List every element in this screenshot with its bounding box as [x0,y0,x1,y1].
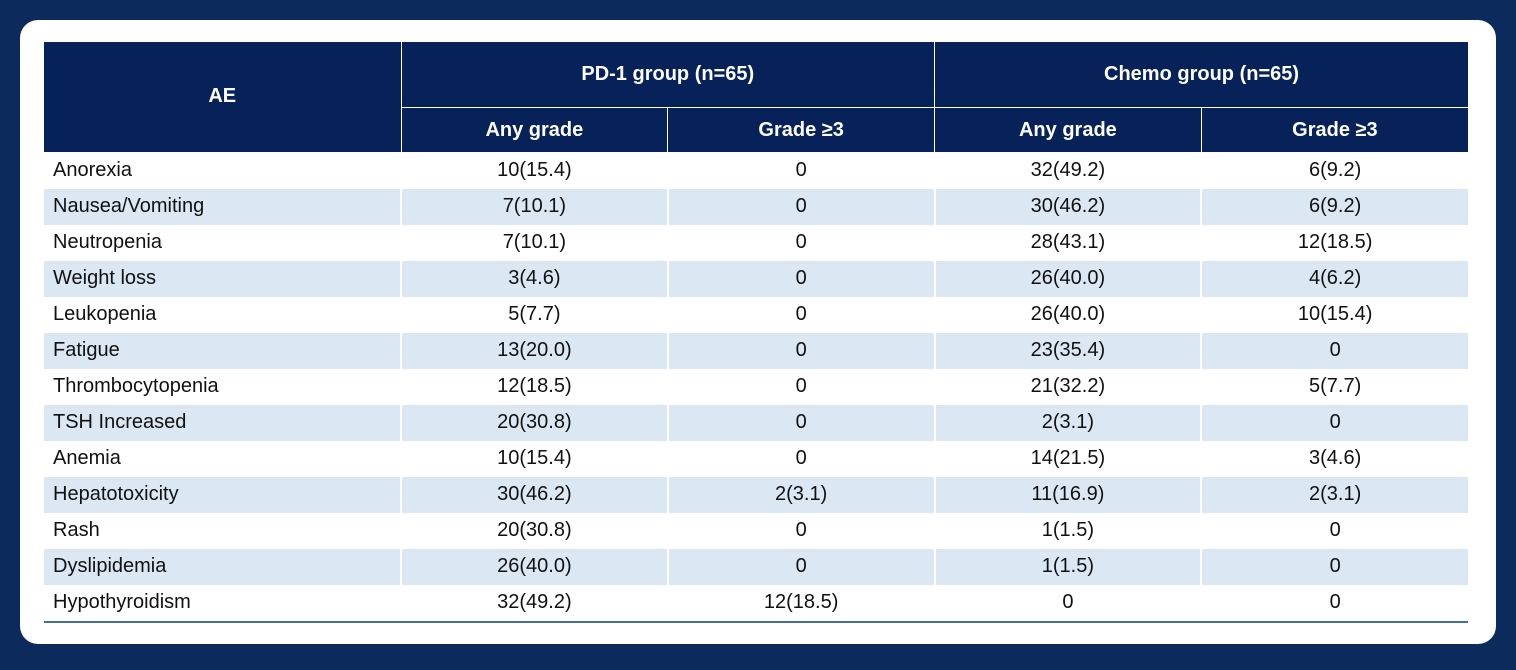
table-row: Dyslipidemia 26(40.0) 0 1(1.5) 0 [44,548,1469,585]
cell-chemo-any-grade: 11(16.9) [933,476,1202,513]
cell-pd1-any-grade: 5(7.7) [400,296,668,333]
cell-pd1-grade3: 0 [666,404,935,441]
cell-pd1-grade3: 0 [666,332,935,369]
cell-chemo-grade3: 12(18.5) [1200,224,1469,261]
cell-pd1-grade3: 0 [666,548,935,585]
cell-chemo-any-grade: 26(40.0) [933,260,1202,297]
cell-pd1-any-grade: 10(15.4) [400,440,668,477]
table-row: Anemia 10(15.4) 0 14(21.5) 3(4.6) [44,440,1469,477]
table-row: Nausea/Vomiting 7(10.1) 0 30(46.2) 6(9.2) [44,188,1469,225]
cell-pd1-any-grade: 13(20.0) [400,332,668,369]
cell-ae-name: Leukopenia [53,303,157,325]
cell-chemo-grade3: 0 [1200,548,1469,585]
header-row-grades: Any grade Grade ≥3 Any grade Grade ≥3 [44,107,1469,152]
cell-ae-name: Neutropenia [53,231,162,253]
cell-chemo-grade3: 2(3.1) [1200,476,1469,513]
cell-chemo-any-grade: 26(40.0) [933,296,1202,333]
cell-pd1-any-grade: 10(15.4) [400,152,668,189]
cell-chemo-any-grade: 1(1.5) [933,512,1202,549]
cell-chemo-any-grade: 30(46.2) [933,188,1202,225]
cell-chemo-any-grade: 2(3.1) [933,404,1202,441]
table-row: Neutropenia 7(10.1) 0 28(43.1) 12(18.5) [44,224,1469,261]
cell-ae-name: Dyslipidemia [44,548,401,585]
cell-ae-name: Anorexia [53,159,132,181]
cell-pd1-any-grade: 30(46.2) [400,476,668,513]
header-pd1-any-grade: Any grade [401,107,669,152]
header-chemo-any-grade: Any grade [934,107,1202,152]
cell-ae-name: Hepatotoxicity [44,476,401,513]
cell-pd1-grade3: 0 [666,260,935,297]
table-row: Leukopenia 5(7.7) 0 26(40.0) 10(15.4) [44,296,1469,333]
cell-chemo-grade3: 0 [1200,584,1469,623]
cell-pd1-any-grade: 20(30.8) [400,512,668,549]
header-pd1-group: PD-1 group (n=65) [400,42,936,108]
cell-chemo-any-grade: 14(21.5) [933,440,1202,477]
table-row: Rash 20(30.8) 0 1(1.5) 0 [44,512,1469,549]
table-row: Hypothyroidism 32(49.2) 12(18.5) 0 0 [44,584,1469,623]
cell-pd1-grade3: 0 [666,224,935,261]
cell-chemo-grade3: 4(6.2) [1200,260,1469,297]
cell-chemo-grade3: 6(9.2) [1200,188,1469,225]
table-row: Weight loss 3(4.6) 0 26(40.0) 4(6.2) [44,260,1469,297]
cell-chemo-grade3: 0 [1200,512,1469,549]
cell-pd1-grade3: 0 [666,368,935,405]
cell-pd1-grade3: 0 [666,512,935,549]
cell-pd1-grade3: 12(18.5) [666,584,935,623]
adverse-events-table: AE PD-1 group (n=65) Chemo group (n=65) … [44,42,1469,623]
table-row: Hepatotoxicity 30(46.2) 2(3.1) 11(16.9) 2(3.… [44,476,1469,513]
cell-chemo-grade3: 0 [1200,332,1469,369]
cell-ae-name: Rash [53,519,100,541]
cell-ae-name: Thrombocytopenia [53,375,219,397]
cell-chemo-grade3: 6(9.2) [1200,152,1469,189]
cell-pd1-any-grade: 20(30.8) [400,404,668,441]
cell-ae-name: Hypothyroidism [44,584,401,623]
cell-chemo-grade3: 0 [1200,404,1469,441]
cell-chemo-grade3: 10(15.4) [1200,296,1469,333]
cell-pd1-grade3: 0 [666,188,935,225]
cell-chemo-grade3: 3(4.6) [1200,440,1469,477]
cell-chemo-any-grade: 23(35.4) [933,332,1202,369]
table-row: TSH Increased 20(30.8) 0 2(3.1) 0 [44,404,1469,441]
cell-pd1-any-grade: 7(10.1) [400,224,668,261]
header-chemo-group: Chemo group (n=65) [934,42,1469,108]
cell-ae-name: Anemia [53,447,121,469]
cell-pd1-grade3: 2(3.1) [666,476,935,513]
cell-ae-name: Nausea/Vomiting [44,188,401,225]
cell-pd1-any-grade: 7(10.1) [400,188,668,225]
cell-pd1-grade3: 0 [666,296,935,333]
header-ae: AE [44,42,402,153]
cell-chemo-any-grade: 1(1.5) [933,548,1202,585]
cell-chemo-any-grade: 0 [933,584,1202,623]
table-row: Fatigue 13(20.0) 0 23(35.4) 0 [44,332,1469,369]
cell-ae-name: TSH Increased [44,404,401,441]
cell-pd1-any-grade: 26(40.0) [400,548,668,585]
header-chemo-grade3: Grade ≥3 [1200,107,1469,152]
cell-chemo-any-grade: 28(43.1) [933,224,1202,261]
table-row: Anorexia 10(15.4) 0 32(49.2) 6(9.2) [44,152,1469,189]
cell-pd1-grade3: 0 [666,440,935,477]
cell-chemo-grade3: 5(7.7) [1200,368,1469,405]
cell-chemo-any-grade: 21(32.2) [933,368,1202,405]
header-pd1-grade3: Grade ≥3 [667,107,936,152]
table-row: Thrombocytopenia 12(18.5) 0 21(32.2) 5(7.7) [44,368,1469,405]
cell-pd1-any-grade: 32(49.2) [400,584,668,623]
cell-ae-name: Fatigue [44,332,401,369]
cell-pd1-any-grade: 12(18.5) [400,368,668,405]
cell-pd1-any-grade: 3(4.6) [400,260,668,297]
table-card: AE PD-1 group (n=65) Chemo group (n=65) … [20,20,1496,644]
cell-ae-name: Weight loss [44,260,401,297]
cell-chemo-any-grade: 32(49.2) [933,152,1202,189]
header-row-groups: AE PD-1 group (n=65) Chemo group (n=65) [44,42,1469,153]
cell-pd1-grade3: 0 [666,152,935,189]
